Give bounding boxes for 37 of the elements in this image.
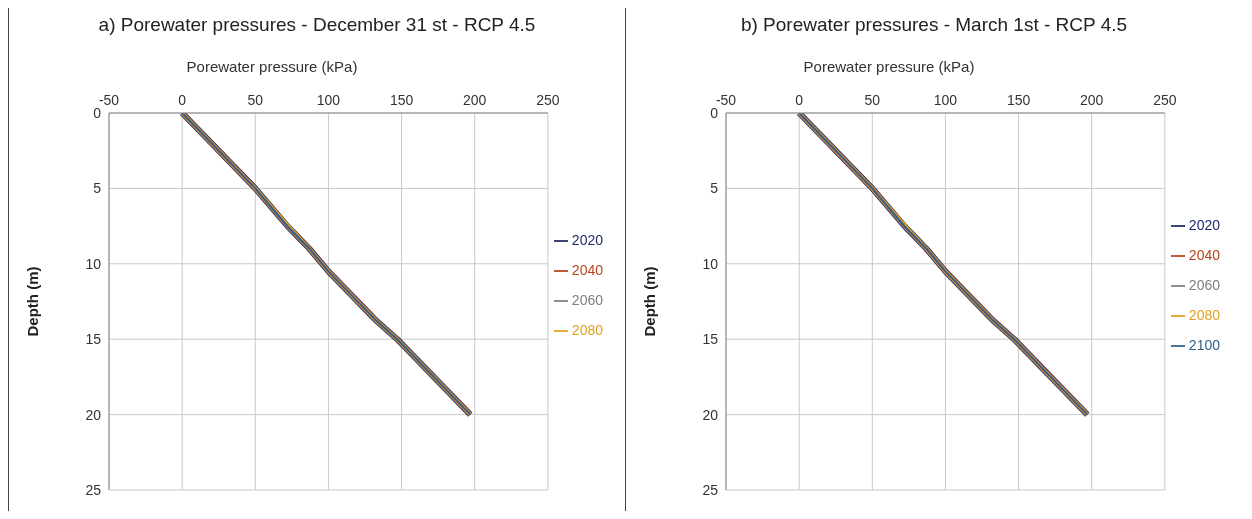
y-tick-label: 20 (702, 406, 719, 423)
x-tick-label: 100 (316, 92, 341, 108)
chart-title: a) Porewater pressures - December 31 st - RCP 4.5 (97, 14, 537, 36)
legend-label: 2040 (571, 262, 603, 278)
y-tick-label: 20 (85, 406, 102, 423)
y-axis-title: Depth (m) (641, 266, 659, 337)
x-tick-label: 100 (933, 92, 958, 108)
y-tick-label: 10 (85, 255, 102, 272)
legend-label: 2020 (1188, 217, 1220, 233)
legend-label: 2060 (1188, 277, 1220, 293)
y-axis-title: Depth (m) (24, 266, 42, 337)
x-axis-title: Porewater pressure (kPa) (185, 58, 359, 75)
y-tick-label: 10 (702, 255, 719, 272)
x-tick-label: 150 (389, 92, 414, 108)
legend-label: 2100 (1188, 337, 1220, 353)
legend-label: 2080 (1188, 307, 1220, 323)
x-tick-label: 250 (1153, 92, 1177, 108)
x-tick-label: 200 (463, 92, 487, 108)
y-tick-label: 15 (85, 331, 102, 348)
x-axis-title: Porewater pressure (kPa) (802, 58, 976, 75)
x-tick-label: 200 (1080, 92, 1104, 108)
legend-label: 2060 (571, 292, 603, 308)
y-tick-label: 5 (93, 180, 102, 197)
x-tick-label: 0 (795, 92, 804, 108)
legend-label: 2020 (571, 232, 603, 248)
y-tick-label: 15 (702, 331, 719, 348)
y-tick-label: 5 (710, 180, 719, 197)
y-tick-label: 25 (85, 481, 102, 498)
x-tick-label: 250 (536, 92, 560, 108)
x-tick-label: 0 (178, 92, 187, 108)
x-tick-label: 150 (1006, 92, 1031, 108)
legend-label: 2080 (571, 322, 603, 338)
y-tick-label: 25 (702, 481, 719, 498)
x-tick-label: 50 (864, 92, 881, 108)
chart-title: b) Porewater pressures - March 1st - RCP 4.5 (739, 14, 1129, 36)
x-tick-label: 50 (247, 92, 264, 108)
legend-label: 2040 (1188, 247, 1220, 263)
